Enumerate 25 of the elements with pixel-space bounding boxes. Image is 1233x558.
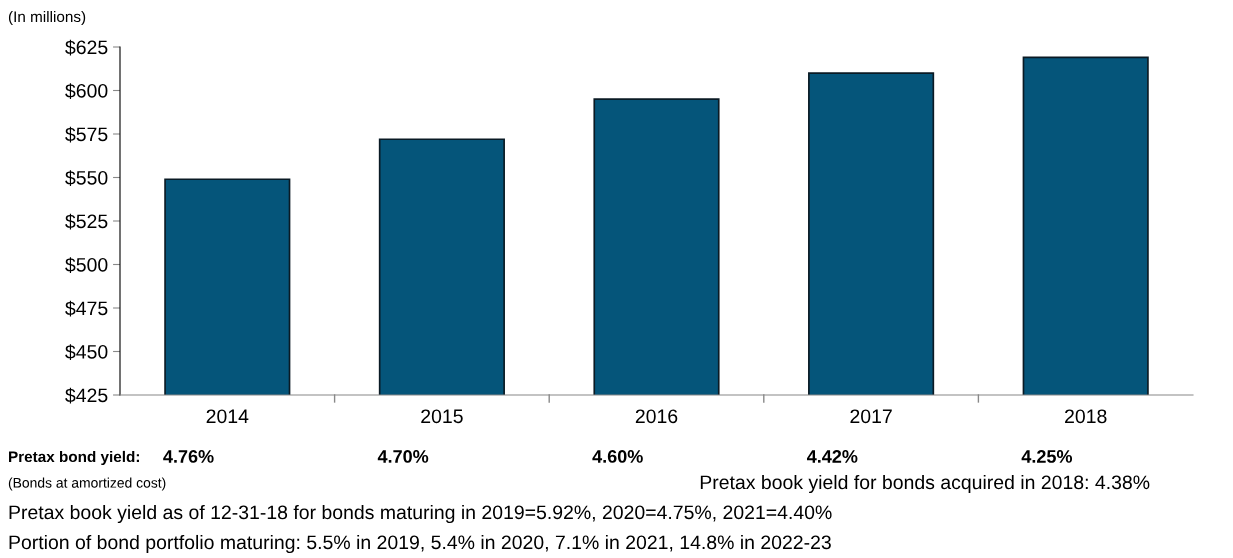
text: 4.70% [377, 450, 429, 463]
y-tick-label: $450 [65, 344, 108, 360]
y-tick-label: $600 [65, 83, 108, 99]
y-tick-label: $425 [65, 387, 108, 404]
x-tick-label: 2016 [635, 409, 678, 424]
x-tick-label: 2017 [850, 409, 892, 424]
y-tick-label: $550 [65, 170, 108, 186]
y-tick-label: $625 [65, 39, 108, 56]
text: Pretax bond yield: [9, 450, 139, 466]
text: Pretax book yield for bonds acquired in 2018: 4.38% [700, 474, 1150, 494]
text: 4.60% [592, 450, 643, 463]
text: (Bonds at amortized cost) [8, 477, 166, 491]
text: Portion of bond portfolio maturing: 5.5% in 2019, 5.4% in 2020, 7.1% in 2021, 14.8% in 2022-23 [9, 534, 831, 554]
y-tick-label: $475 [65, 300, 108, 317]
x-tick-label: 2018 [1065, 409, 1107, 424]
text: Pretax book yield as of 12-31-18 for bonds maturing in 2019=5.92%, 2020=4.75%, 2021=4.40% [9, 504, 832, 524]
text: 4.76% [163, 450, 214, 463]
text: 4.25% [1021, 450, 1073, 463]
y-tick-label: $500 [65, 257, 108, 273]
text: 4.42% [806, 450, 858, 463]
y-axis-title: (In millions) [8, 10, 86, 26]
y-tick-label: $575 [65, 126, 108, 143]
x-tick-label: 2015 [421, 409, 463, 424]
x-tick-label: 2014 [206, 409, 249, 424]
y-tick-label: $525 [65, 213, 108, 230]
